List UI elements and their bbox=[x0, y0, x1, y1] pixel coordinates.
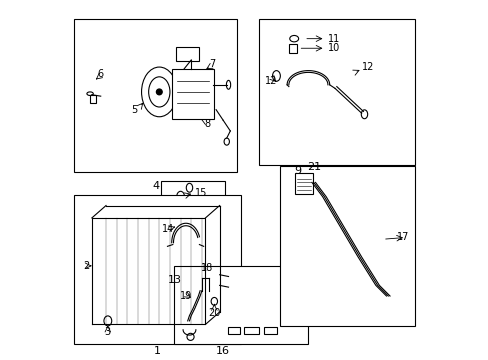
Text: 8: 8 bbox=[204, 119, 210, 129]
Ellipse shape bbox=[226, 80, 230, 89]
Text: 15: 15 bbox=[194, 188, 207, 198]
FancyBboxPatch shape bbox=[244, 327, 259, 334]
FancyBboxPatch shape bbox=[288, 44, 297, 53]
Text: 5: 5 bbox=[131, 105, 137, 114]
Ellipse shape bbox=[289, 36, 298, 42]
Text: 3: 3 bbox=[104, 327, 111, 337]
Text: 12: 12 bbox=[361, 62, 373, 72]
FancyBboxPatch shape bbox=[89, 95, 96, 103]
FancyBboxPatch shape bbox=[219, 270, 227, 293]
Text: 20: 20 bbox=[208, 309, 220, 319]
Text: 6: 6 bbox=[98, 69, 103, 79]
FancyBboxPatch shape bbox=[74, 19, 237, 172]
Ellipse shape bbox=[361, 110, 367, 119]
Text: 13: 13 bbox=[168, 275, 182, 285]
FancyBboxPatch shape bbox=[171, 69, 214, 118]
Text: 10: 10 bbox=[327, 43, 340, 53]
FancyBboxPatch shape bbox=[173, 266, 308, 344]
Text: 9: 9 bbox=[294, 166, 301, 176]
Ellipse shape bbox=[211, 297, 217, 305]
Text: 7: 7 bbox=[209, 59, 215, 68]
Text: 14: 14 bbox=[162, 224, 174, 234]
FancyBboxPatch shape bbox=[176, 47, 199, 61]
Text: 18: 18 bbox=[201, 263, 213, 273]
FancyBboxPatch shape bbox=[228, 327, 239, 334]
Text: 16: 16 bbox=[216, 346, 230, 356]
Ellipse shape bbox=[104, 316, 111, 326]
Circle shape bbox=[156, 89, 162, 95]
Ellipse shape bbox=[186, 183, 192, 192]
FancyBboxPatch shape bbox=[74, 195, 241, 344]
FancyBboxPatch shape bbox=[295, 173, 312, 194]
Text: 2: 2 bbox=[83, 261, 89, 271]
Text: 17: 17 bbox=[396, 233, 409, 242]
Ellipse shape bbox=[176, 191, 184, 202]
Text: 11: 11 bbox=[327, 34, 340, 44]
FancyBboxPatch shape bbox=[161, 181, 224, 273]
FancyBboxPatch shape bbox=[263, 327, 276, 334]
FancyBboxPatch shape bbox=[258, 19, 414, 165]
Ellipse shape bbox=[272, 71, 280, 81]
Text: 1: 1 bbox=[154, 346, 161, 356]
Ellipse shape bbox=[224, 138, 229, 145]
Text: 19: 19 bbox=[180, 291, 192, 301]
Text: 21: 21 bbox=[306, 162, 320, 172]
FancyBboxPatch shape bbox=[280, 166, 414, 326]
Text: 12: 12 bbox=[264, 76, 277, 86]
Ellipse shape bbox=[87, 92, 93, 95]
Text: 4: 4 bbox=[152, 181, 159, 191]
